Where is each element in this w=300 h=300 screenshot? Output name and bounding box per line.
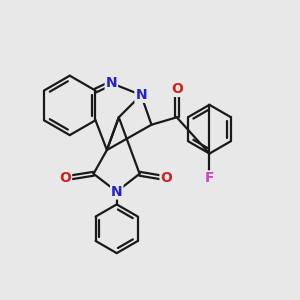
Text: N: N bbox=[111, 184, 122, 199]
Text: O: O bbox=[160, 171, 172, 185]
Text: N: N bbox=[106, 76, 117, 90]
Text: F: F bbox=[205, 171, 214, 185]
Text: N: N bbox=[135, 88, 147, 102]
Text: O: O bbox=[59, 171, 71, 185]
Text: O: O bbox=[171, 82, 183, 96]
